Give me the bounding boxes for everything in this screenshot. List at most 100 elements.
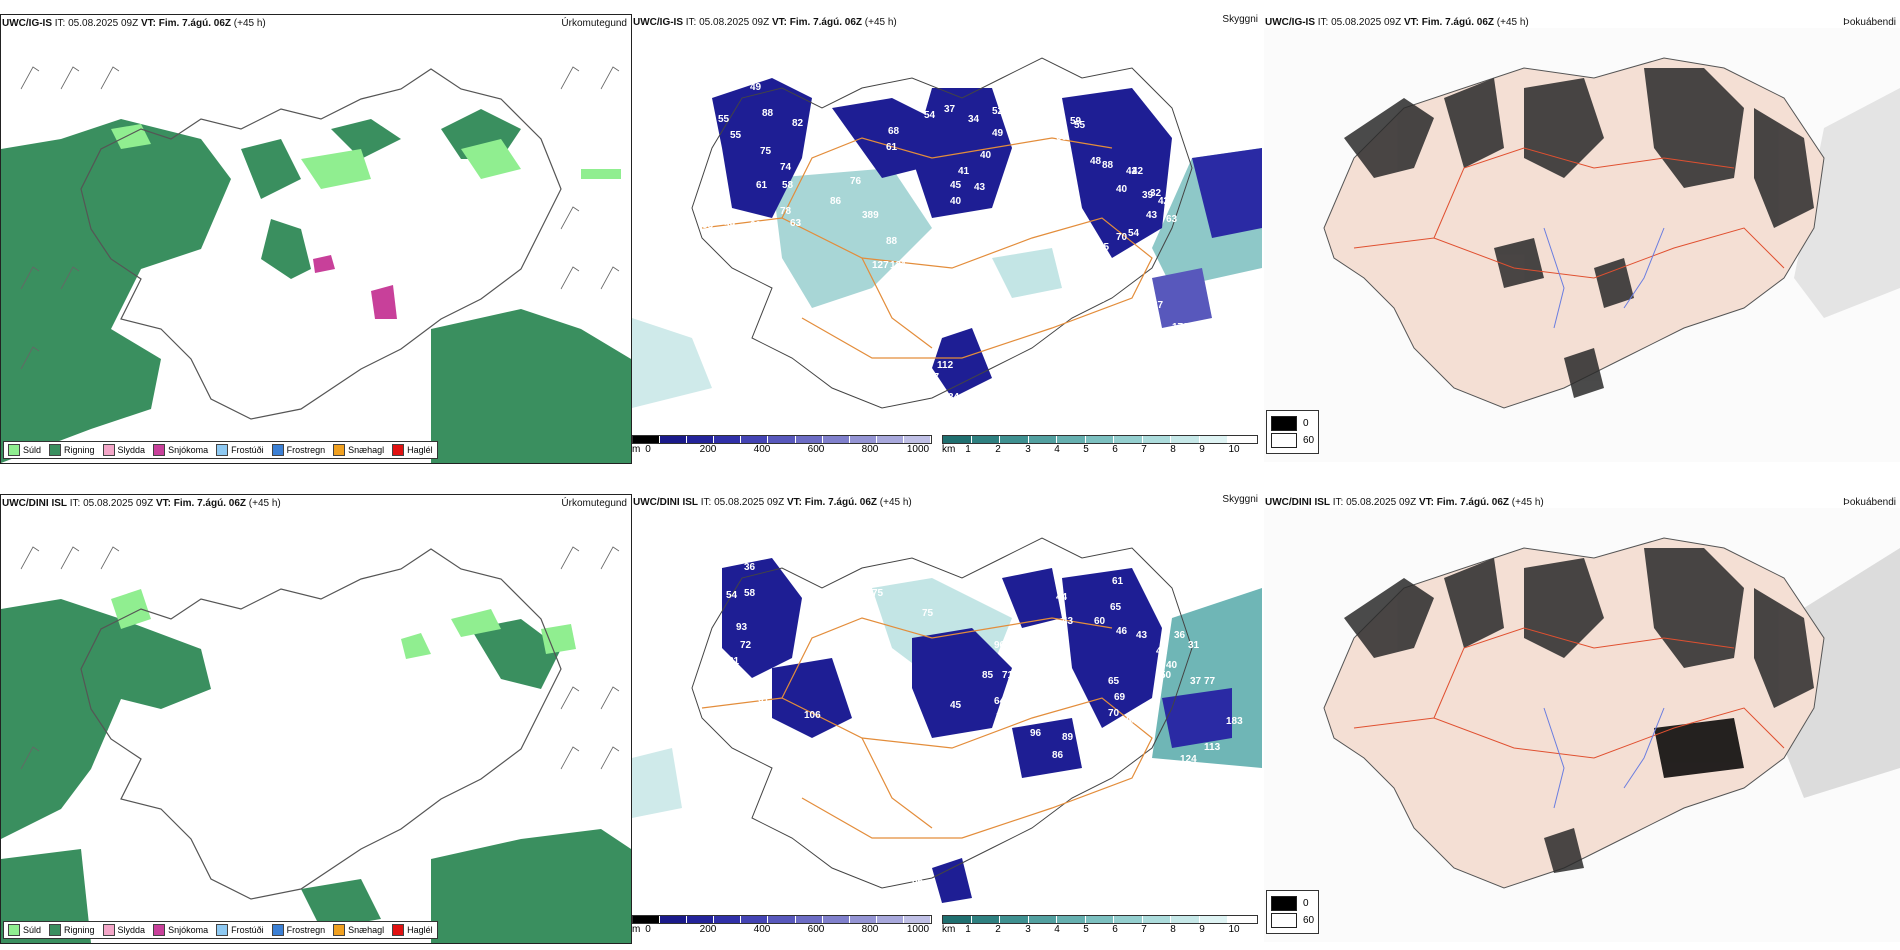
ceiling-value-label: 51 (758, 694, 770, 705)
tick-label: 400 (753, 924, 771, 935)
ceiling-value-label: 63 (790, 218, 802, 229)
ceiling-value-label: 89 (1062, 732, 1074, 743)
ceiling-value-label: 104 (744, 726, 761, 737)
ceiling-value-label: 55 (1094, 294, 1106, 305)
legend-item: Súld (8, 924, 41, 936)
legend-item: Haglél (392, 924, 433, 936)
ceiling-value-label: 54 (924, 110, 936, 121)
fog-legend: 0 60 (1266, 410, 1320, 454)
ceiling-value-label: 389 (862, 210, 879, 221)
ceiling-value-label: 52 (992, 106, 1004, 117)
precip-panel-row1: UWC/IG-IS IT: 05.08.2025 09Z VT: Fim. 7.… (0, 14, 632, 464)
legend-item: Rigning (49, 924, 95, 936)
ceiling-value-label: 153 (1232, 286, 1249, 297)
precip-legend: Súld Rigning Slydda Snjókoma Frostúði Fr… (3, 921, 438, 939)
ceiling-value-label: 61 (756, 180, 768, 191)
ceiling-value-label: 81 (1086, 750, 1098, 761)
ceiling-value-label: 34 (968, 114, 980, 125)
legend-item: Slydda (102, 924, 145, 936)
fog-panel-row2: UWC/DINI ISL IT: 05.08.2025 09Z VT: Fim.… (1264, 494, 1900, 942)
ceiling-value-label: 32 (1150, 188, 1162, 199)
ceiling-value-label: 65 (1108, 676, 1120, 687)
ceiling-panel-row2: UWC/DINI ISL IT: 05.08.2025 09Z VT: Fim.… (632, 494, 1262, 942)
ceiling-value-label: 87 (1152, 300, 1164, 311)
ceiling-value-label: 40 (950, 196, 962, 207)
ceiling-value-label: 86 (830, 196, 842, 207)
ceiling-value-label: 42 (1132, 166, 1144, 177)
visibility-colorbar: km 1 2 3 4 5 6 7 8 9 10 (942, 435, 1258, 456)
ceiling-value-label: 75 (872, 588, 884, 599)
precip-panel-row2: UWC/DINI ISL IT: 05.08.2025 09Z VT: Fim.… (0, 494, 632, 944)
panel-title: UWC/DINI ISL IT: 05.08.2025 09Z VT: Fim.… (633, 497, 912, 508)
ceiling-value-label: 36 (1174, 630, 1186, 641)
tick-label: 1000 (906, 924, 930, 935)
fog-panel-row1: UWC/IG-IS IT: 05.08.2025 09Z VT: Fim. 7.… (1264, 14, 1900, 462)
ceiling-value-label: 194 (1194, 322, 1211, 333)
panel-title: UWC/IG-IS IT: 05.08.2025 09Z VT: Fim. 7.… (1265, 17, 1529, 28)
ceiling-panel-row1: UWC/IG-IS IT: 05.08.2025 09Z VT: Fim. 7.… (632, 14, 1262, 462)
ceiling-value-label: 45 (1124, 726, 1136, 737)
ceiling-value-label: 43 (1146, 210, 1158, 221)
ceiling-value-label: 55 (702, 220, 714, 231)
ceiling-value-label: 46 (1116, 626, 1128, 637)
ceiling-value-label: 75 (922, 608, 934, 619)
ceiling-value-label: 57 (1028, 664, 1040, 675)
ceiling-value-label: 43 (1062, 616, 1074, 627)
ceiling-value-label: 56 (924, 890, 936, 901)
product-name: Skyggni (1222, 14, 1258, 25)
ceiling-colorbar: m 0 200 400 600 800 1000 (632, 435, 932, 456)
legend-item: Snæhagl (333, 924, 384, 936)
ceiling-value-label: 336 (938, 240, 955, 251)
ceiling-value-label: 34 (948, 392, 960, 403)
ceiling-value-label: 66 (1012, 686, 1024, 697)
ceiling-value-label: 336 (660, 234, 677, 245)
ceiling-value-label: 37 (722, 556, 734, 567)
ceiling-value-label: 37 (944, 104, 956, 115)
ceiling-value-label: 64 (994, 696, 1006, 707)
ceiling-value-label: 54 (1128, 228, 1140, 239)
fog-map (1264, 508, 1900, 942)
legend-item: Súld (8, 444, 41, 456)
ceiling-value-label: 171 (1214, 314, 1231, 325)
tick-label: 5 (1083, 924, 1089, 935)
ceiling-value-label: 61 (1112, 576, 1124, 587)
ceiling-value-label: 41 (958, 166, 970, 177)
panel-title: UWC/IG-IS IT: 05.08.2025 09Z VT: Fim. 7.… (633, 17, 897, 28)
ceiling-value-label: 59 (724, 220, 736, 231)
ceiling-value-label: 88 (1102, 160, 1114, 171)
ceiling-value-label: 70 (1116, 232, 1128, 243)
legend-item: Rigning (49, 444, 95, 456)
product-name: Skyggni (1222, 494, 1258, 505)
ceiling-value-label: 54 (1126, 716, 1138, 727)
ceiling-value-label: 96 (1030, 728, 1042, 739)
ceiling-value-label: 88 (762, 108, 774, 119)
ceiling-value-label: 45 (950, 700, 962, 711)
ceiling-value-label: 55 (1074, 120, 1086, 131)
ceiling-value-label: 96 (994, 640, 1006, 651)
legend-item: Snjókoma (153, 444, 208, 456)
tick-label: 2 (995, 444, 1001, 455)
tick-label: 2 (995, 924, 1001, 935)
product-name: Þokuábendi (1843, 497, 1896, 508)
legend-item: Frostúði (216, 444, 264, 456)
legend-item: Frostregn (271, 924, 325, 936)
ceiling-value-label: 49 (750, 82, 762, 93)
ceiling-value-label: 51 (996, 712, 1008, 723)
ceiling-value-label: 81 (728, 656, 740, 667)
ceiling-value-label: 41 (1156, 646, 1168, 657)
ceiling-value-label: 54 (1046, 114, 1058, 125)
tick-label: 7 (1141, 444, 1147, 455)
ceiling-value-label: 36 (744, 562, 756, 573)
ceiling-value-label: 43 (1136, 630, 1148, 641)
tick-label: 3 (1025, 924, 1031, 935)
ceiling-value-label: 37 (1190, 676, 1202, 687)
legend-item: Snjókoma (153, 924, 208, 936)
ceiling-value-label: 106 (804, 710, 821, 721)
ceiling-value-label: 58 (726, 678, 738, 689)
ceiling-unit: m (632, 924, 641, 935)
ceiling-value-label: 78 (780, 206, 792, 217)
ceiling-value-label: 74 (780, 162, 792, 173)
tick-label: 1 (965, 924, 971, 935)
tick-label: 9 (1199, 924, 1205, 935)
